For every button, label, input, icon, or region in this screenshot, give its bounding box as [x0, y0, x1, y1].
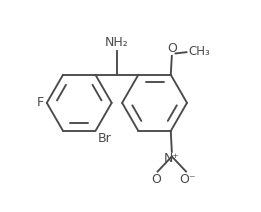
Text: Br: Br	[98, 132, 112, 145]
Text: NH₂: NH₂	[105, 36, 129, 49]
Text: O⁻: O⁻	[179, 173, 195, 186]
Text: CH₃: CH₃	[188, 45, 210, 58]
Text: O: O	[152, 173, 162, 186]
Text: N⁺: N⁺	[164, 152, 180, 165]
Text: O: O	[167, 42, 177, 55]
Text: F: F	[37, 96, 44, 109]
